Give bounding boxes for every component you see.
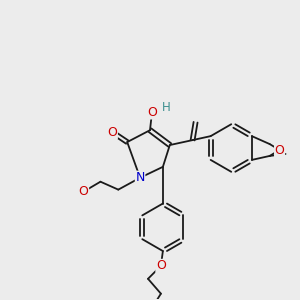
Text: N: N: [135, 171, 145, 184]
Text: O: O: [156, 260, 166, 272]
Text: O: O: [274, 143, 284, 157]
Text: O: O: [79, 185, 88, 198]
Text: H: H: [161, 101, 170, 114]
Text: O: O: [147, 106, 157, 119]
Text: O: O: [107, 126, 117, 139]
